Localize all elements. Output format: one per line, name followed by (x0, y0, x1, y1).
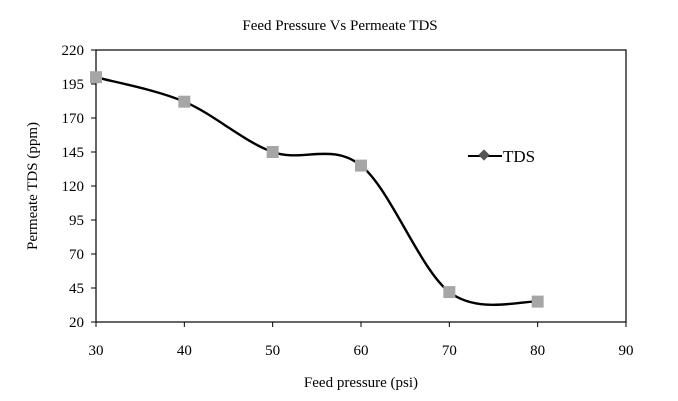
data-point (90, 71, 102, 84)
x-tick-label: 90 (619, 343, 634, 359)
x-tick-label: 40 (177, 343, 192, 359)
legend-label-tds: TDS (503, 147, 535, 166)
data-point (355, 159, 367, 172)
data-point (266, 146, 279, 158)
y-tick-label: 70 (69, 247, 84, 263)
x-tick-label: 60 (354, 343, 369, 359)
legend-marker-icon (478, 149, 490, 161)
y-tick-label: 45 (69, 281, 84, 297)
data-point (531, 295, 544, 308)
x-tick-label: 30 (89, 343, 104, 359)
data-point (443, 286, 456, 299)
y-tick-label: 145 (62, 145, 85, 161)
x-axis-label: Feed pressure (psi) (304, 375, 418, 391)
x-tick-label: 80 (530, 343, 545, 359)
y-tick-label: 95 (69, 213, 84, 229)
series-markers-tds (90, 71, 544, 308)
data-point (178, 95, 191, 108)
x-tick-label: 70 (442, 343, 457, 359)
y-tick-label: 170 (62, 111, 85, 127)
x-tick-label: 50 (265, 343, 280, 359)
y-tick-label: 195 (62, 77, 85, 93)
x-axis-ticks: 30 40 50 60 70 80 90 (89, 322, 634, 359)
y-tick-label: 20 (69, 315, 84, 331)
legend: TDS (468, 147, 535, 166)
y-axis-ticks: 20 45 70 95 120 145 170 195 220 (62, 43, 96, 331)
plot-area (95, 49, 627, 323)
chart-title: Feed Pressure Vs Permeate TDS (242, 18, 437, 34)
y-axis-label: Permeate TDS (ppm) (25, 122, 41, 250)
y-tick-label: 220 (62, 43, 85, 59)
y-tick-label: 120 (62, 179, 85, 195)
series-line-tds (95, 76, 538, 306)
